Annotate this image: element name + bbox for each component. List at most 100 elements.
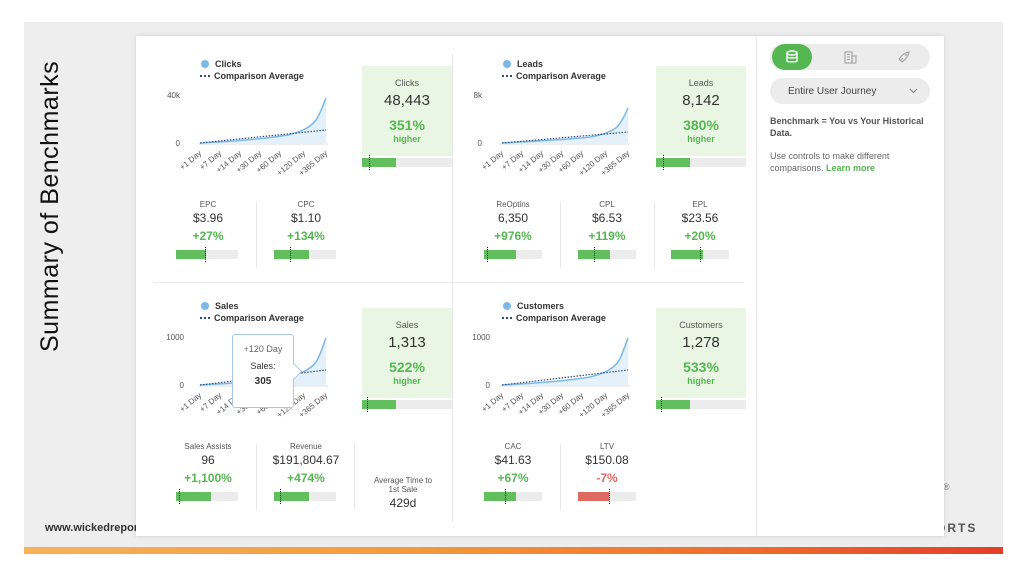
- series-line: [501, 107, 629, 144]
- bar-fill: [484, 250, 517, 259]
- comparison-line: [501, 369, 629, 386]
- y-min-label: 0: [180, 381, 185, 390]
- series-line: [199, 97, 327, 144]
- metric-epc: EPC $3.96 +27%: [176, 200, 240, 243]
- highlight-sub: higher: [687, 134, 715, 144]
- bar-fill: [274, 250, 309, 259]
- highlight-value: 8,142: [682, 92, 720, 109]
- series-line: [501, 337, 629, 386]
- y-max-label: 40k: [167, 91, 181, 100]
- slide-title: Summary of Benchmarks: [36, 60, 64, 352]
- bar-marker: [367, 397, 369, 412]
- metric-name: Sales Assists: [184, 442, 232, 451]
- leads-chart: 8k 0 +1 Day +7 Day +14 Day +30 Day +60 D…: [462, 88, 642, 178]
- bar-fill: [484, 492, 517, 501]
- highlight-sub: higher: [393, 376, 421, 386]
- metric-divider: [256, 202, 257, 268]
- bar-marker: [504, 489, 506, 504]
- leads-highlight: Leads 8,142 380% higher: [656, 66, 746, 156]
- highlight-name: Customers: [679, 320, 723, 330]
- bar-marker: [289, 247, 291, 262]
- metric-divider: [560, 202, 561, 268]
- building-icon: [844, 51, 857, 64]
- metric-reoptins: ReOptins 6,350 +976%: [482, 200, 544, 243]
- line-chart-svg: 40k 0 +1 Day +7 Day +14 Day +30 Day +60 …: [167, 91, 329, 178]
- metric-cpc: CPC $1.10 +134%: [274, 200, 338, 243]
- benchmark-description: Benchmark = You vs Your Historical Data.: [770, 116, 924, 138]
- journey-select[interactable]: Entire User Journey: [770, 78, 930, 104]
- leads-progress-bar: [656, 155, 746, 170]
- tooltip-label: +120 Day: [243, 344, 283, 354]
- metric-name: CAC: [504, 442, 522, 451]
- legend-series: Leads: [517, 59, 544, 69]
- metric-pct: +20%: [684, 229, 716, 243]
- learn-more-link[interactable]: Learn more: [826, 163, 876, 173]
- bar-marker: [280, 489, 282, 504]
- chart-legend: Customers Comparison Average: [502, 300, 606, 324]
- highlight-pct: 522%: [389, 359, 425, 375]
- metric-value: $1.10: [290, 211, 322, 225]
- metric-pct: +474%: [287, 471, 325, 485]
- metric-value: $6.53: [591, 211, 623, 225]
- bar-marker: [179, 489, 181, 504]
- bar-marker: [205, 247, 207, 262]
- clicks-progress-bar: [362, 155, 452, 170]
- metric-cpl: CPL $6.53 +119%: [576, 200, 638, 243]
- legend-comparison: Comparison Average: [214, 71, 304, 81]
- tooltip-value: 305: [254, 376, 272, 387]
- bar-marker: [369, 155, 371, 170]
- chart-legend: Sales Comparison Average: [200, 300, 304, 324]
- benchmarks-card: [136, 36, 944, 536]
- highlight-sub: higher: [687, 376, 715, 386]
- bar-marker: [700, 247, 701, 262]
- x-tick-labels: +1 Day +7 Day +14 Day +30 Day +60 Day +1…: [480, 391, 631, 420]
- line-chart-svg: 8k 0 +1 Day +7 Day +14 Day +30 Day +60 D…: [474, 91, 632, 178]
- rocket-toggle[interactable]: [884, 44, 924, 70]
- database-toggle[interactable]: [772, 44, 812, 70]
- footer-gradient-bar: [24, 547, 1003, 554]
- panel-divider: [452, 54, 453, 522]
- series-dot-icon: [503, 60, 511, 68]
- clicks-chart: 40k 0 +1 Day +7 Day +14 Day +30 Day +60 …: [160, 88, 340, 178]
- metric-ltv: LTV $150.08 -7%: [576, 442, 638, 485]
- metric-value: $191,804.67: [272, 453, 340, 467]
- y-min-label: 0: [176, 139, 181, 148]
- revenue-bar: [274, 489, 336, 504]
- chart-legend: Leads Comparison Average: [502, 58, 606, 82]
- legend-comparison: Comparison Average: [516, 313, 606, 323]
- y-max-label: 8k: [474, 91, 483, 100]
- highlight-name: Leads: [688, 78, 714, 88]
- panel-divider: [154, 282, 744, 283]
- sidebar-divider: [756, 36, 757, 536]
- series-area: [200, 338, 326, 386]
- highlight-value: 1,278: [682, 334, 720, 351]
- highlight-name: Clicks: [395, 78, 419, 88]
- metric-pct: +67%: [497, 471, 529, 485]
- help-text: Use controls to make different compariso…: [770, 151, 890, 173]
- chart-legend: Clicks Comparison Average: [200, 58, 304, 82]
- metric-divider: [654, 202, 655, 268]
- legend-series: Clicks: [215, 59, 242, 69]
- epc-bar: [176, 247, 238, 262]
- sales-progress-bar: [362, 397, 452, 412]
- metric-value: 96: [201, 453, 215, 467]
- bar-fill: [176, 492, 211, 501]
- series-area: [502, 108, 628, 144]
- metric-value: $41.63: [494, 453, 532, 467]
- epl-bar: [671, 247, 729, 262]
- metric-name: EPC: [199, 200, 217, 209]
- metric-pct: +976%: [494, 229, 532, 243]
- bar-marker: [608, 489, 610, 504]
- metric-divider: [256, 444, 257, 510]
- bar-fill: [362, 400, 397, 409]
- building-toggle[interactable]: [830, 44, 870, 70]
- dotted-line-icon: [502, 75, 512, 77]
- series-dot-icon: [201, 60, 209, 68]
- x-tick-labels: +1 Day +7 Day +14 Day +30 Day +60 Day +1…: [480, 149, 631, 178]
- metric-sales-assists: Sales Assists 96 +1,100%: [172, 442, 244, 485]
- highlight-pct: 533%: [683, 359, 719, 375]
- metric-value: 6,350: [497, 211, 529, 225]
- select-value: Entire User Journey: [788, 85, 877, 97]
- bar-fill: [671, 250, 704, 259]
- metric-cac: CAC $41.63 +67%: [482, 442, 544, 485]
